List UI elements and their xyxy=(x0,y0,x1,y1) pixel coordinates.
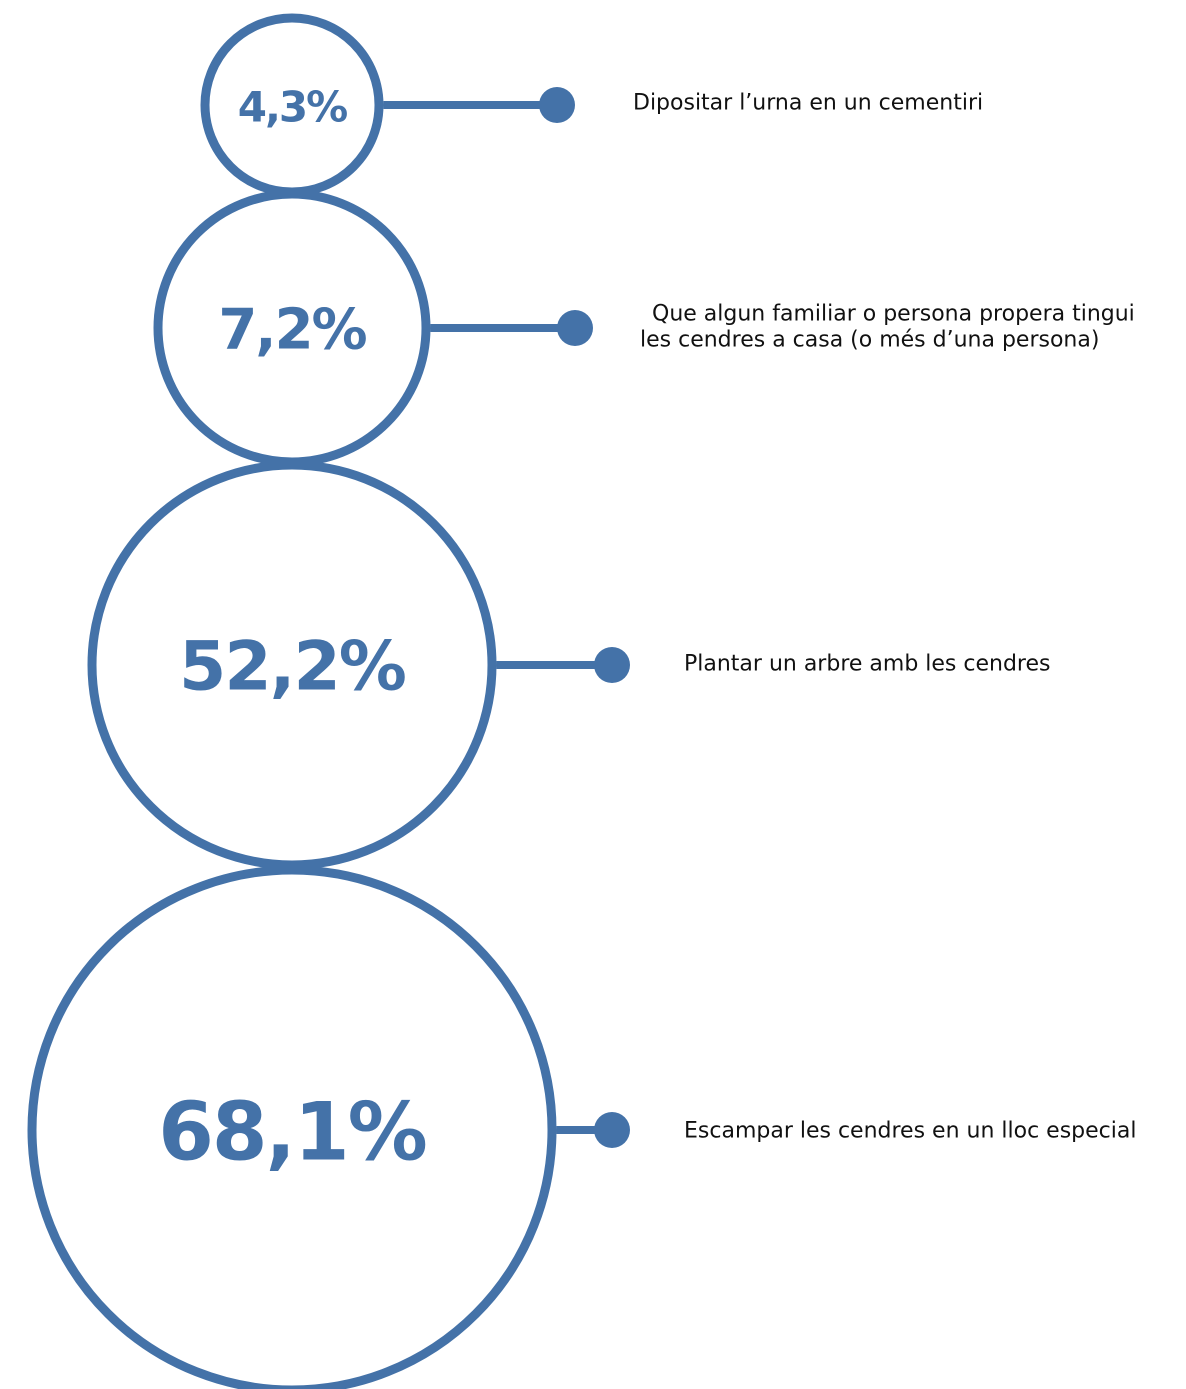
connector-dot-1 xyxy=(539,87,575,123)
category-label-3: Plantar un arbre amb les cendres xyxy=(684,652,1050,677)
category-label-line: Dipositar l’urna en un cementiri xyxy=(633,91,983,116)
value-label-3: 52,2% xyxy=(179,628,405,707)
connector-dot-3 xyxy=(594,647,630,683)
bubble-circle-1 xyxy=(200,13,384,197)
category-label-4: Escampar les cendres en un lloc especial xyxy=(684,1119,1136,1144)
connector-dot-2 xyxy=(557,310,593,346)
category-label-line: Escampar les cendres en un lloc especial xyxy=(684,1119,1136,1144)
category-label-line: Plantar un arbre amb les cendres xyxy=(684,652,1050,677)
connector-dot-4 xyxy=(594,1112,630,1148)
category-label-1: Dipositar l’urna en un cementiri xyxy=(633,91,983,116)
category-label-line: Que algun familiar o persona propera tin… xyxy=(652,302,1135,327)
value-label-2: 7,2% xyxy=(218,298,366,363)
bubble-circle-4 xyxy=(27,865,557,1389)
category-label-line: les cendres a casa (o més d’una persona) xyxy=(640,328,1099,353)
value-label-4: 68,1% xyxy=(158,1086,426,1179)
category-label-2: Que algun familiar o persona propera tin… xyxy=(640,302,1135,353)
value-label-1: 4,3% xyxy=(238,83,347,132)
